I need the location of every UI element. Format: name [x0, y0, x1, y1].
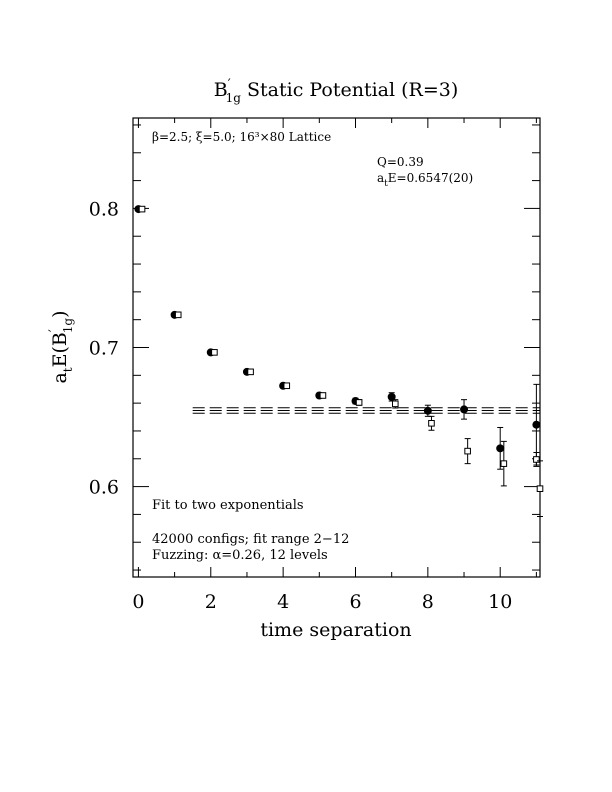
svg-text:atE(B′1g): atE(B′1g): [47, 310, 75, 383]
chart-title: B′ 1g Static Potential (R=3): [214, 77, 459, 105]
data-point-square: [355, 399, 363, 406]
data-point-circle: [496, 444, 505, 453]
data-point-circle: [387, 392, 396, 401]
title-subscript: 1g: [226, 91, 242, 105]
x-axis-label: time separation: [260, 619, 411, 641]
energy-rest: E=0.6547(20): [388, 171, 473, 185]
energy-annotation: atE=0.6547(20): [377, 171, 473, 189]
x-tick-label: 6: [349, 591, 361, 613]
data-point-square: [211, 349, 218, 356]
axis-ticks: [133, 118, 540, 577]
ylabel-sub-t: t: [61, 367, 75, 372]
x-tick-label: 8: [422, 591, 434, 613]
data-point-square: [319, 392, 327, 399]
energy-main: a: [377, 171, 384, 185]
fit-type-annotation: Fit to two exponentials: [152, 498, 304, 513]
fuzzing-annotation: Fuzzing: α=0.26, 12 levels: [152, 548, 328, 563]
title-main: B: [214, 79, 228, 101]
ylabel-main: a: [49, 372, 71, 383]
configs-annotation: 42000 configs; fit range 2−12: [152, 532, 349, 547]
data-point-circle: [423, 406, 432, 415]
x-tick-label: 0: [132, 591, 144, 613]
x-tick-label: 2: [205, 591, 217, 613]
y-tick-label: 0.7: [89, 338, 119, 360]
x-tick-label: 4: [277, 591, 289, 613]
x-tick-labels: 0 2 4 6 8 10: [132, 591, 512, 613]
data-point-square: [283, 382, 291, 390]
data-point-square: [138, 205, 146, 213]
data-point-circle: [532, 420, 541, 429]
ylabel-mid: E(B: [49, 332, 71, 367]
data-markers: [134, 205, 544, 517]
data-point-square: [428, 420, 435, 427]
y-tick-labels: 0.6 0.7 0.8: [89, 198, 119, 498]
data-point-square: [247, 368, 254, 376]
lattice-annotation: β=2.5; ξ=5.0; 16³×80 Lattice: [152, 130, 331, 144]
fit-band: [192, 407, 540, 414]
data-point-square: [391, 400, 399, 408]
y-tick-label: 0.8: [89, 198, 119, 220]
data-point-square: [500, 460, 508, 467]
data-point-square: [464, 447, 471, 455]
ylabel-end: ): [49, 310, 71, 317]
energy-sub: t: [384, 179, 388, 189]
data-point-square: [174, 311, 182, 319]
ylabel-sub-1g: 1g: [61, 318, 75, 334]
y-tick-label: 0.6: [89, 477, 119, 499]
data-point-square: [533, 456, 540, 463]
data-point-square: [536, 485, 544, 492]
y-axis-label: atE(B′1g): [47, 310, 75, 383]
x-tick-label: 10: [488, 591, 512, 613]
q-value-annotation: Q=0.39: [377, 155, 424, 169]
title-rest: Static Potential (R=3): [241, 79, 458, 101]
data-point-circle: [460, 405, 469, 414]
